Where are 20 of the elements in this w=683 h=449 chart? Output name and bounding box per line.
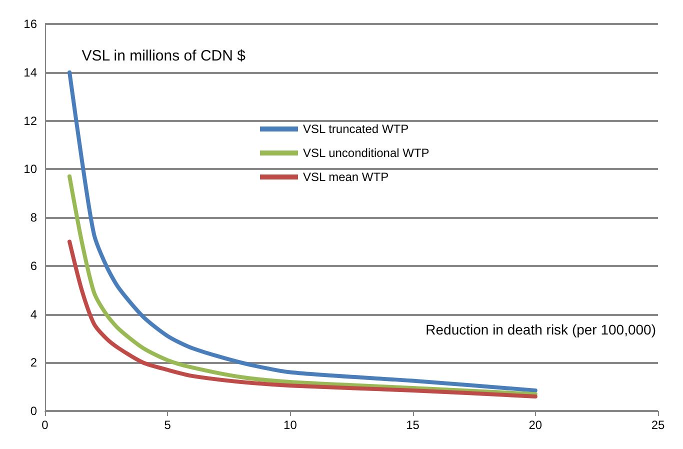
x-tick-label: 25 xyxy=(651,418,665,432)
legend-label: VSL truncated WTP xyxy=(303,122,409,136)
legend-label: VSL unconditional WTP xyxy=(303,146,430,160)
x-tick-label: 10 xyxy=(284,418,298,432)
y-tick-label: 10 xyxy=(24,162,38,176)
x-tick-label: 0 xyxy=(42,418,49,432)
y-tick-label: 14 xyxy=(24,65,38,80)
x-axis-title: Reduction in death risk (per 100,000) xyxy=(426,321,656,338)
y-tick-label: 12 xyxy=(24,114,38,128)
y-tick-label: 8 xyxy=(30,210,38,224)
y-tick-label: 4 xyxy=(30,307,38,322)
y-tick-label: 0 xyxy=(30,404,38,418)
y-tick-label: 16 xyxy=(24,17,38,31)
y-tick-label: 2 xyxy=(30,356,38,370)
x-tick-label: 20 xyxy=(528,418,542,432)
y-axis-title: VSL in millions of CDN $ xyxy=(82,47,246,64)
y-tick-label: 6 xyxy=(30,258,38,273)
x-tick-label: 5 xyxy=(164,418,172,432)
legend-label: VSL mean WTP xyxy=(303,170,389,184)
x-tick-label: 15 xyxy=(406,418,420,432)
